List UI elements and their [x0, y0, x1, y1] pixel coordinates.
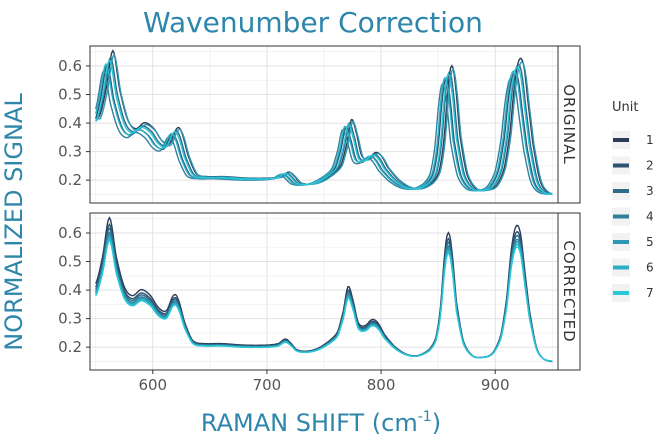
legend-item-unit-2: 2: [612, 156, 654, 175]
y-tick-label: 0.4: [58, 114, 82, 132]
x-tick-label: 600: [138, 376, 167, 394]
x-axis-title: RAMAN SHIFT (cm-1): [201, 409, 441, 437]
y-tick-label: 0.6: [58, 57, 82, 75]
legend-label: 3: [646, 184, 654, 198]
y-tick-label: 0.2: [58, 338, 82, 356]
chart-title: Wavenumber Correction: [143, 6, 483, 39]
series-lines: [95, 49, 553, 196]
x-axis: 600 700 800 900: [138, 370, 510, 394]
series-line-unit-7: [95, 58, 553, 196]
legend-label: 2: [646, 159, 654, 173]
x-axis-title-close: ): [432, 409, 441, 437]
legend-item-unit-1: 1: [612, 131, 654, 149]
legend-item-unit-4: 4: [612, 207, 654, 226]
legend-label: 5: [646, 235, 654, 249]
legend-item-unit-7: 7: [612, 284, 654, 302]
y-tick-label: 0.5: [58, 86, 82, 104]
y-tick-label: 0.6: [58, 224, 82, 242]
facet-strip: [557, 212, 581, 371]
series-lines: [95, 216, 553, 363]
series-line-unit-5: [95, 53, 553, 195]
legend: Unit 1 2 3 4 5 6 7: [612, 100, 654, 302]
facet-label-corrected: CORRECTED: [560, 240, 578, 342]
legend-item-unit-6: 6: [612, 258, 654, 277]
x-tick-label: 800: [367, 376, 396, 394]
series-line-unit-7: [95, 239, 553, 362]
x-tick-label: 900: [481, 376, 510, 394]
legend-item-unit-3: 3: [612, 182, 654, 200]
y-tick-label: 0.4: [58, 281, 82, 299]
legend-label: 6: [646, 261, 654, 275]
y-tick-label: 0.3: [58, 310, 82, 328]
facet-strip: [557, 45, 581, 204]
legend-label: 4: [646, 210, 654, 224]
y-axis-title: NORMALIZED SIGNAL: [0, 93, 28, 351]
legend-label: 7: [646, 286, 654, 300]
y-tick-label: 0.5: [58, 253, 82, 271]
legend-label: 1: [646, 133, 654, 147]
panel-original: 0.2 0.3 0.4 0.5 0.6 ORIGINAL: [58, 45, 581, 204]
legend-items: 1 2 3 4 5 6 7: [612, 131, 654, 302]
legend-item-unit-5: 5: [612, 233, 654, 251]
legend-title: Unit: [612, 100, 638, 115]
y-tick-label: 0.2: [58, 171, 82, 189]
x-tick-label: 700: [253, 376, 282, 394]
panel-corrected: 0.2 0.3 0.4 0.5 0.6 CORRECTED: [58, 212, 581, 371]
facet-label-original: ORIGINAL: [560, 84, 578, 165]
x-axis-title-sup: -1: [418, 409, 432, 425]
x-axis-title-main: RAMAN SHIFT (cm: [201, 409, 418, 437]
y-tick-label: 0.3: [58, 143, 82, 161]
panels: 0.2 0.3 0.4 0.5 0.6 ORIGINAL 0.2 0.3 0.4 0.5 0.6 CO…: [58, 45, 581, 371]
